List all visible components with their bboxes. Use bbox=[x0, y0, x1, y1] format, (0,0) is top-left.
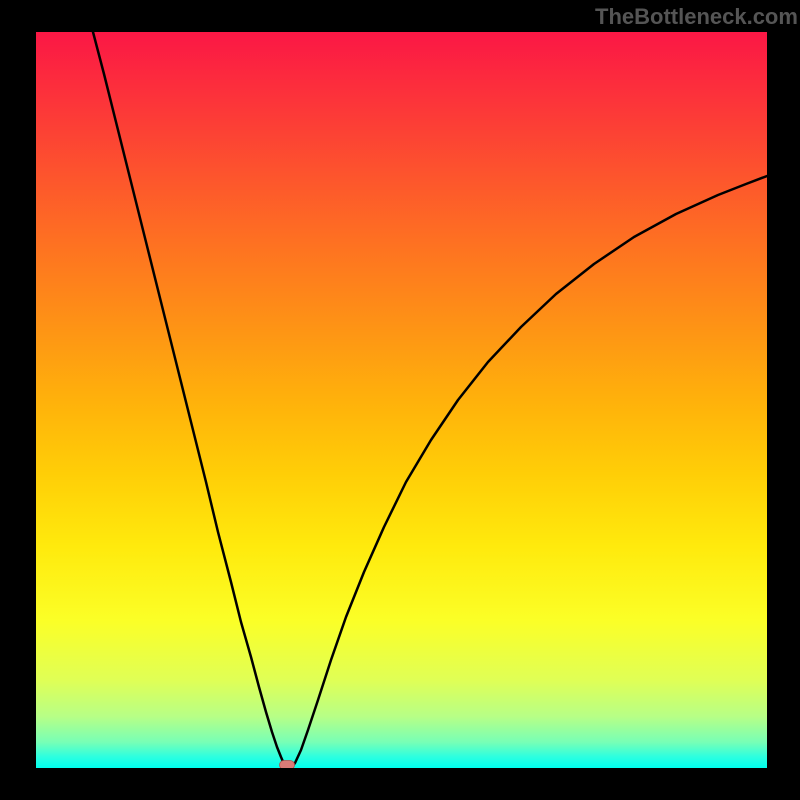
optimum-marker bbox=[280, 761, 295, 769]
chart-svg-overlay bbox=[36, 32, 767, 768]
watermark-label: TheBottleneck.com bbox=[595, 4, 798, 30]
plot-area bbox=[36, 32, 767, 768]
bottleneck-curve bbox=[93, 32, 767, 768]
chart-container: TheBottleneck.com bbox=[0, 0, 800, 800]
